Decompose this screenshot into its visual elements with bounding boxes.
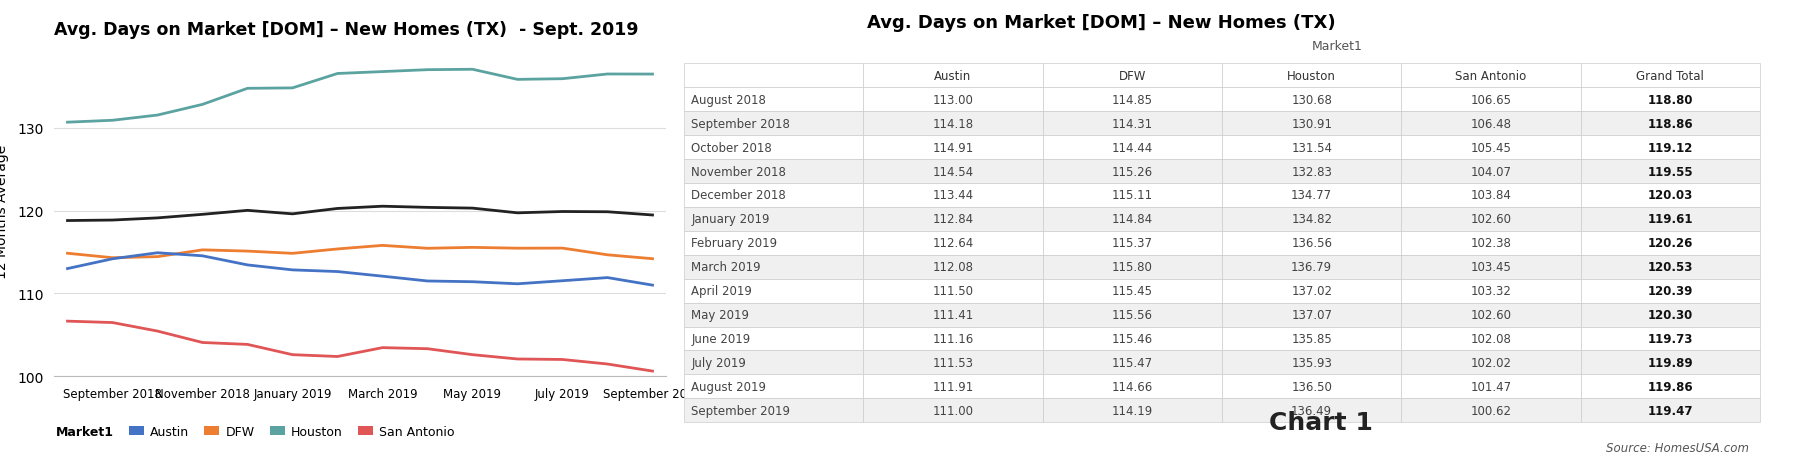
Text: Market1: Market1 bbox=[1312, 40, 1363, 53]
Legend: Market1, Austin, DFW, Houston, San Antonio: Market1, Austin, DFW, Houston, San Anton… bbox=[29, 420, 459, 443]
Text: Avg. Days on Market [DOM] – New Homes (TX)  - Sept. 2019: Avg. Days on Market [DOM] – New Homes (T… bbox=[54, 21, 639, 39]
Text: Source: HomesUSA.com: Source: HomesUSA.com bbox=[1606, 442, 1750, 454]
Text: Chart 1: Chart 1 bbox=[1269, 410, 1373, 434]
Text: Avg. Days on Market [DOM] – New Homes (TX): Avg. Days on Market [DOM] – New Homes (T… bbox=[868, 14, 1336, 32]
Y-axis label: 12 Months Average: 12 Months Average bbox=[0, 144, 9, 278]
